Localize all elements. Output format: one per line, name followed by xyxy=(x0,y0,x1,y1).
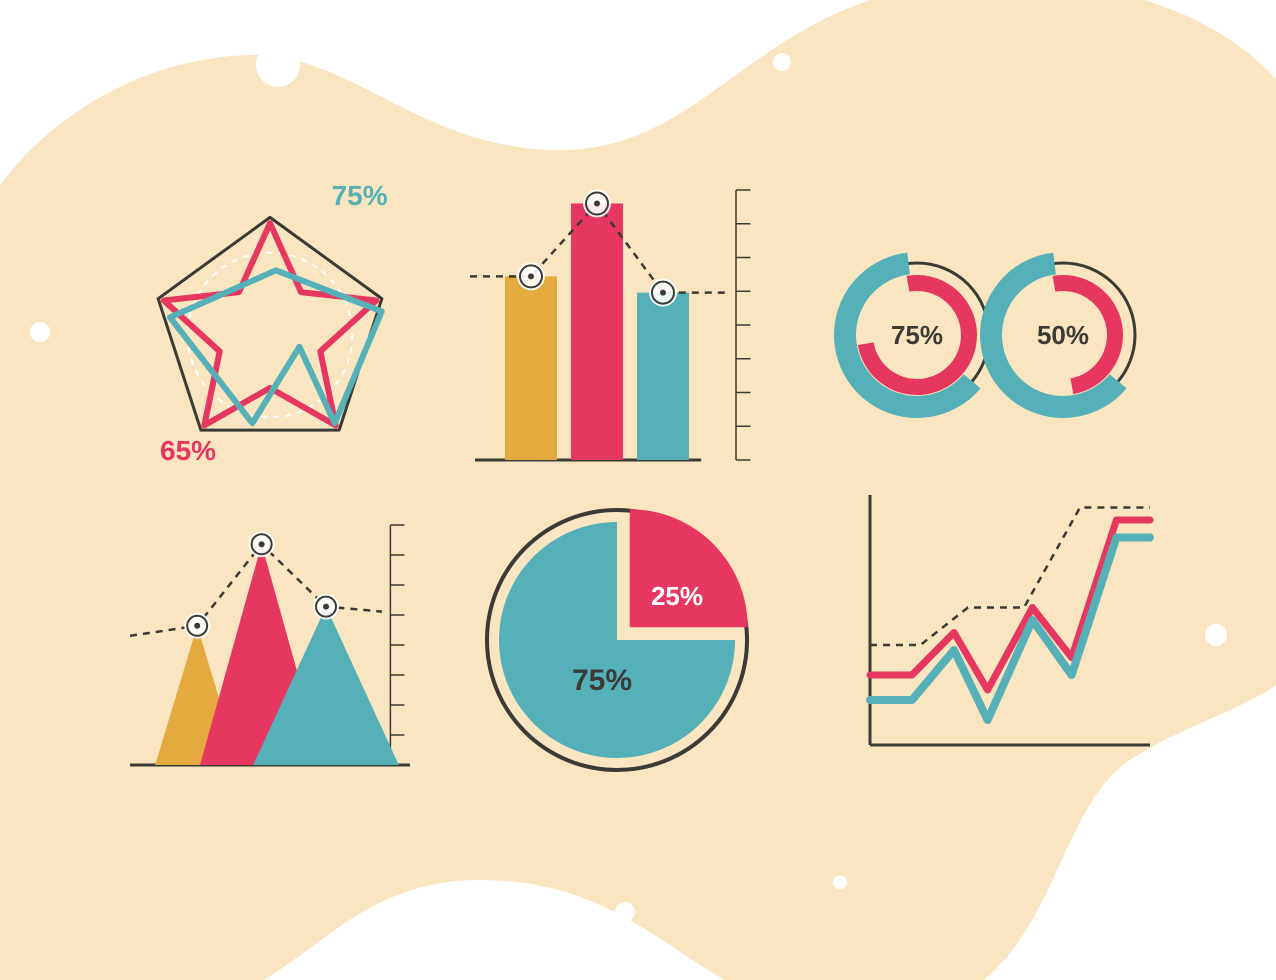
pie-label-main: 75% xyxy=(572,664,632,697)
bg-dot xyxy=(1205,624,1227,646)
infographic-canvas: 75% 65% 75% 50% 75% 25% xyxy=(0,0,1276,980)
donut-label: 50% xyxy=(1037,320,1089,350)
bar xyxy=(571,204,623,461)
bg-dot xyxy=(30,322,50,342)
background-blob xyxy=(0,0,1276,980)
bar xyxy=(637,293,689,460)
bg-dot xyxy=(773,53,791,71)
radar-label-teal: 75% xyxy=(332,180,388,211)
bar xyxy=(505,276,557,460)
bg-dot xyxy=(256,43,300,87)
radar-label-pink: 65% xyxy=(160,435,216,466)
pie-label-slice: 25% xyxy=(651,581,703,611)
bg-dot xyxy=(833,875,847,889)
donut-label: 75% xyxy=(891,320,943,350)
bg-dot xyxy=(615,902,635,922)
